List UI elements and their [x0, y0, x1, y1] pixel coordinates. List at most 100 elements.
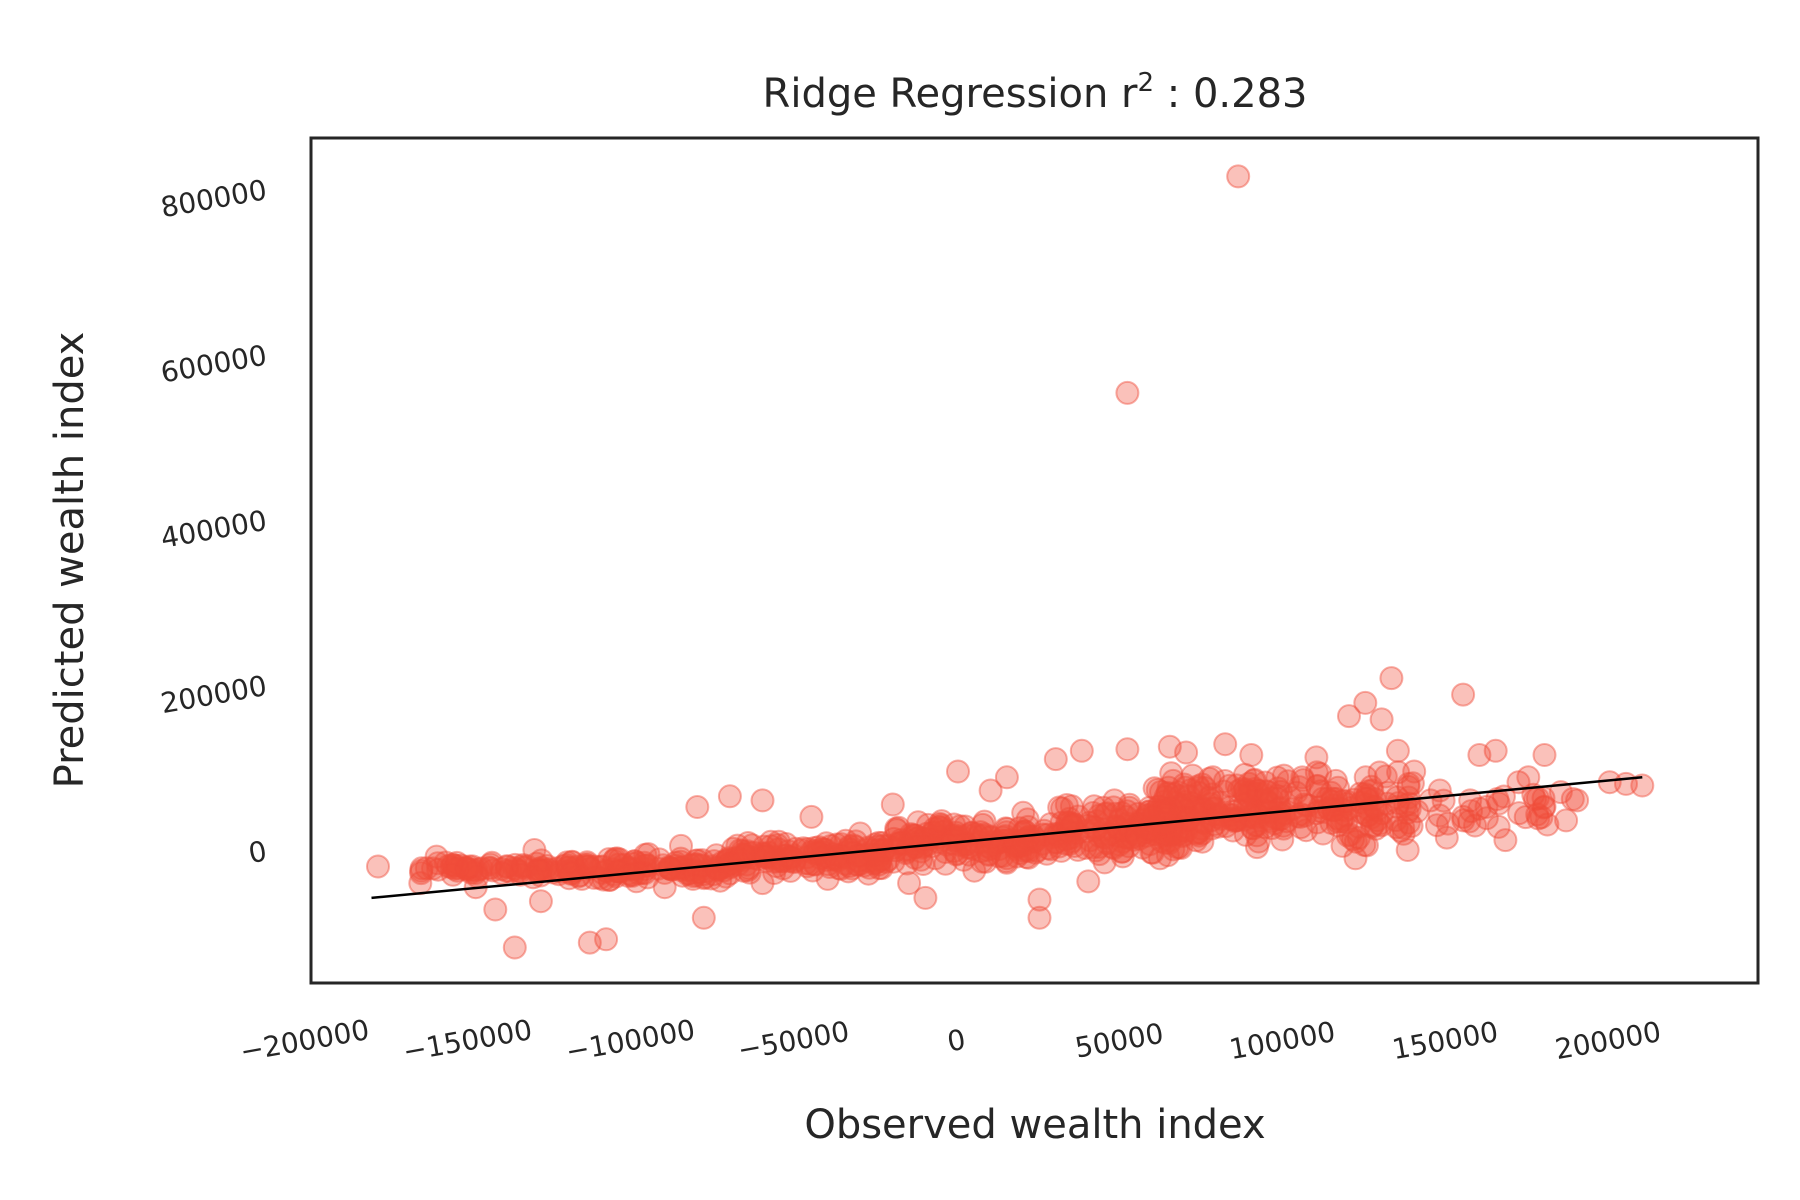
data-point	[1080, 835, 1105, 860]
data-point	[1171, 822, 1196, 847]
data-point	[682, 852, 707, 876]
data-point	[607, 847, 632, 872]
data-point	[1157, 823, 1182, 848]
data-point	[1091, 795, 1116, 820]
data-point	[1290, 765, 1315, 790]
data-point	[1276, 769, 1301, 794]
data-point	[1369, 707, 1394, 732]
data-point	[959, 820, 984, 845]
data-point	[1149, 779, 1173, 804]
data-point	[778, 858, 803, 883]
data-point	[1142, 776, 1167, 801]
data-point	[1386, 760, 1411, 785]
data-point	[932, 819, 957, 844]
x-tick-label: 100000	[1227, 1015, 1338, 1066]
data-point	[577, 930, 602, 955]
data-point	[623, 857, 648, 882]
data-point	[913, 885, 938, 910]
data-point	[1157, 734, 1182, 759]
data-point	[1485, 787, 1510, 811]
data-point	[1146, 794, 1171, 819]
data-point	[810, 840, 835, 865]
data-point	[818, 834, 843, 858]
data-point	[857, 855, 882, 880]
data-point	[783, 836, 808, 861]
data-point	[528, 889, 553, 914]
data-point	[1109, 817, 1134, 842]
data-point	[900, 831, 925, 856]
data-point	[741, 840, 766, 865]
data-point	[1049, 838, 1074, 863]
data-point	[1102, 788, 1127, 813]
data-point	[884, 818, 909, 843]
data-point	[1427, 803, 1452, 828]
data-point	[440, 862, 465, 887]
data-point	[1334, 810, 1359, 835]
data-point	[1206, 814, 1231, 839]
data-point	[1038, 812, 1063, 837]
data-point	[515, 854, 539, 879]
data-point	[1211, 779, 1236, 804]
data-point	[828, 856, 853, 881]
data-point	[1291, 768, 1316, 793]
data-point	[578, 856, 603, 881]
x-tick-label: 0	[945, 1023, 968, 1059]
data-point	[1011, 820, 1036, 845]
data-point	[1363, 816, 1388, 841]
data-point	[1207, 803, 1232, 827]
data-point	[1093, 826, 1118, 850]
data-point	[1305, 810, 1330, 835]
data-point	[844, 852, 869, 877]
data-point	[1186, 774, 1211, 799]
data-point	[1157, 828, 1182, 853]
data-point	[1467, 743, 1492, 767]
data-point	[1245, 781, 1270, 806]
data-point	[1010, 833, 1035, 858]
data-point	[1483, 738, 1508, 763]
data-point	[620, 851, 645, 876]
data-point	[1319, 780, 1344, 805]
data-point	[708, 868, 733, 893]
data-point	[1184, 800, 1209, 825]
data-point	[616, 863, 641, 888]
data-point	[1338, 822, 1363, 847]
data-point	[1168, 792, 1193, 817]
data-point	[1270, 827, 1295, 852]
data-point	[970, 812, 995, 837]
data-point	[424, 844, 449, 869]
data-point	[1255, 780, 1280, 805]
data-point	[1153, 802, 1177, 827]
data-point	[1180, 763, 1205, 788]
data-point	[942, 823, 966, 848]
data-point	[1008, 841, 1033, 866]
data-point	[466, 857, 491, 882]
data-point	[1474, 806, 1499, 831]
data-point	[489, 861, 514, 886]
data-point	[1159, 813, 1184, 838]
data-point	[1226, 778, 1251, 803]
data-point	[1269, 807, 1294, 831]
data-point	[1360, 813, 1385, 838]
data-point	[866, 852, 891, 877]
data-point	[1167, 835, 1192, 860]
data-point	[1114, 804, 1139, 829]
data-point	[1324, 786, 1349, 811]
data-point	[1232, 779, 1257, 804]
data-point	[1165, 821, 1190, 846]
data-point	[1055, 810, 1080, 835]
data-point	[803, 852, 828, 877]
data-point	[701, 862, 726, 887]
data-point	[1213, 732, 1238, 757]
data-point	[990, 844, 1015, 868]
data-point	[951, 847, 976, 872]
x-tick-label: −200000	[238, 1013, 372, 1068]
data-point	[1005, 833, 1030, 858]
data-point	[1198, 788, 1223, 813]
data-point	[1169, 805, 1194, 830]
data-point	[502, 935, 527, 960]
data-point	[897, 871, 922, 896]
data-point	[1159, 817, 1184, 842]
data-point	[1400, 771, 1425, 796]
data-point	[1241, 768, 1266, 793]
data-point	[1149, 829, 1174, 854]
